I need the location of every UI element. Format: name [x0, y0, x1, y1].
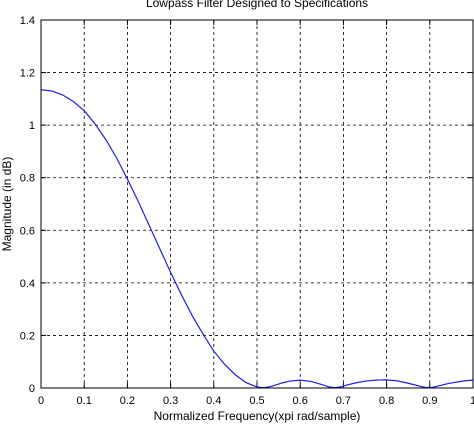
- x-tick-label: 0.2: [120, 395, 135, 407]
- x-tick-label: 0.9: [422, 395, 437, 407]
- x-tick-label: 1: [470, 395, 474, 407]
- magnitude-response-line: [40, 89, 474, 389]
- y-axis-label: Magnitude (in dB): [0, 157, 14, 252]
- y-tick-label: 1: [29, 120, 35, 132]
- y-tick-label: 0.6: [20, 225, 35, 237]
- y-tick-labels: 0 0.2 0.4 0.6 0.8 1 1.2 1.4: [20, 15, 35, 395]
- x-tick-label: 0.8: [379, 395, 394, 407]
- y-tick-label: 0.8: [20, 173, 35, 185]
- x-tick-label: 0.7: [336, 395, 351, 407]
- x-axis-label: Normalized Frequency(xpi rad/sample): [154, 409, 361, 423]
- x-tick-label: 0.6: [293, 395, 308, 407]
- plot-frame: [40, 19, 474, 389]
- grid-lines: [41, 20, 473, 388]
- y-tick-label: 1.2: [20, 68, 35, 80]
- x-tick-labels: 0 0.1 0.2 0.3 0.4 0.5 0.6 0.7 0.8 0.9 1: [38, 395, 474, 407]
- y-tick-label: 0: [29, 383, 35, 395]
- x-tick-label: 0.5: [249, 395, 264, 407]
- x-tick-label: 0.4: [206, 395, 221, 407]
- y-tick-label: 1.4: [20, 15, 35, 27]
- y-tick-label: 0.2: [20, 330, 35, 342]
- x-tick-label: 0.1: [77, 395, 92, 407]
- chart-title: Lowpass Filter Designed to Specification…: [146, 0, 368, 10]
- x-tick-label: 0: [38, 395, 44, 407]
- x-tick-label: 0.3: [163, 395, 178, 407]
- y-tick-label: 0.4: [20, 278, 35, 290]
